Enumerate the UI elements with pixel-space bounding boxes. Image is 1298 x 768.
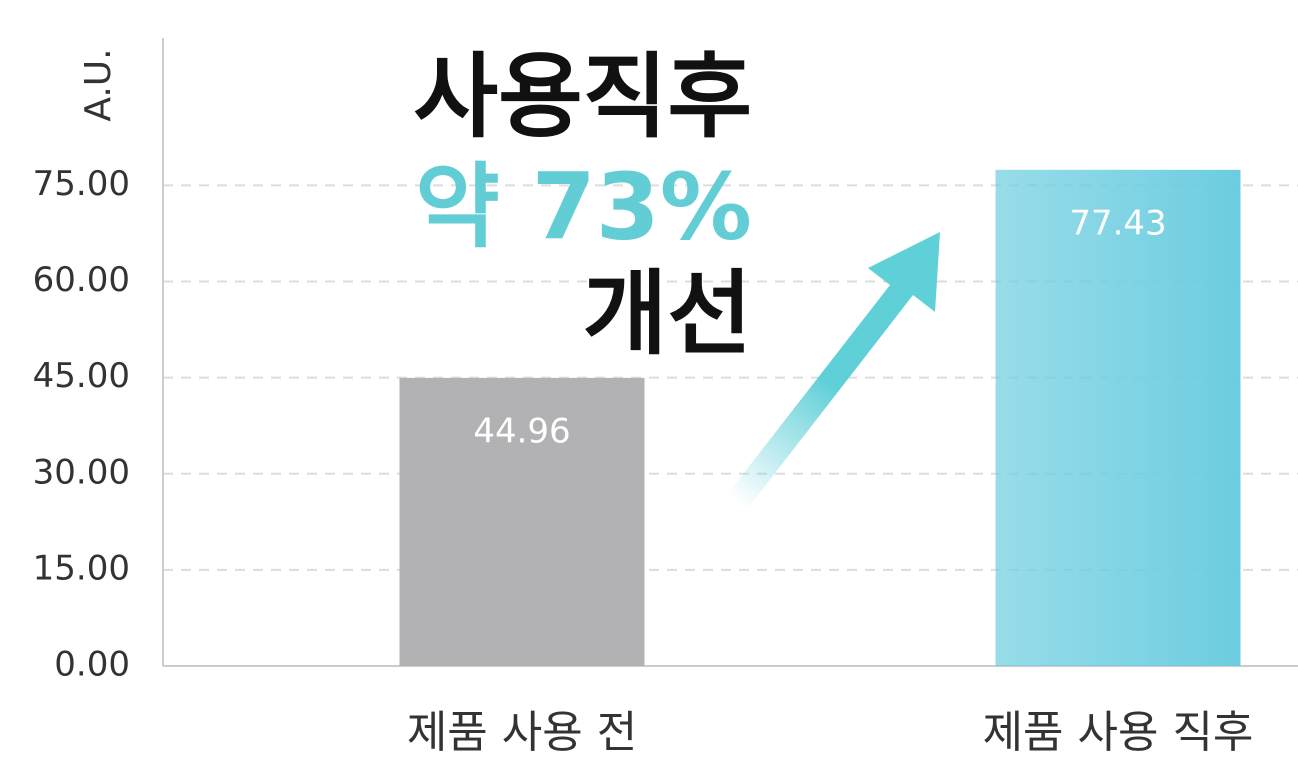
y-tick-label: 75.00 — [33, 164, 130, 204]
y-tick-label: 0.00 — [54, 645, 130, 685]
x-tick-label: 제품 사용 직후 — [983, 707, 1254, 758]
y-tick-label: 15.00 — [33, 548, 130, 588]
annotation: 개선 — [583, 260, 752, 367]
y-tick-label: 45.00 — [33, 356, 130, 396]
y-axis-label: A.U. — [78, 48, 119, 121]
arrow — [726, 232, 940, 508]
bar — [995, 169, 1241, 666]
value-label: 77.43 — [1069, 203, 1166, 243]
y-tick-label: 30.00 — [33, 452, 130, 492]
bar — [399, 377, 645, 666]
annotation: 사용직후 — [413, 43, 752, 150]
annotation: 약 73% — [415, 153, 752, 260]
x-tick-label: 제품 사용 전 — [407, 707, 637, 758]
y-tick-label: 60.00 — [33, 260, 130, 300]
value-label: 44.96 — [473, 411, 570, 451]
